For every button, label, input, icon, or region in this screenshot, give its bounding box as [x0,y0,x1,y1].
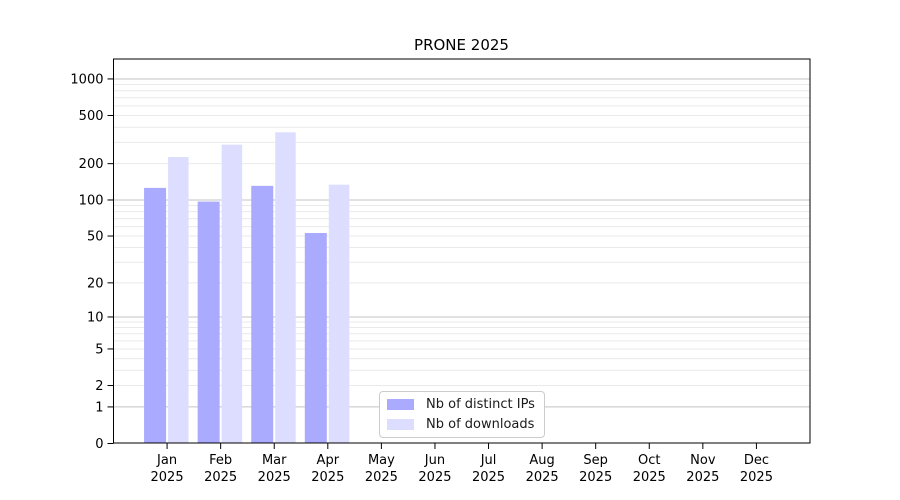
x-tick-label-month: Jun [424,453,445,468]
bar-downloads-apr [328,184,350,444]
legend-swatch-downloads [387,419,414,430]
plot-border [113,58,811,444]
x-tick-label-month: Feb [209,453,232,468]
legend: Nb of distinct IPs Nb of downloads [379,391,545,438]
x-tick-label-month: Dec [744,453,769,468]
bar-distinct-ips-mar [251,185,274,443]
legend-label-downloads: Nb of downloads [426,417,535,432]
x-tick-label-year: 2025 [258,470,291,485]
bar-downloads-mar [275,132,296,444]
y-tick-label: 10 [87,310,104,325]
x-tick-label-year: 2025 [686,470,719,485]
chart-title: PRONE 2025 [414,36,509,54]
y-tick-label: 1 [95,400,103,415]
y-tick-label: 200 [79,157,104,172]
y-tick-label: 5 [95,342,103,357]
bar-distinct-ips-apr [304,233,327,443]
x-tick-label-month: Oct [638,453,660,468]
x-tick-label-year: 2025 [418,470,451,485]
x-tick-label-year: 2025 [151,470,184,485]
legend-swatch-distinct-ips [387,399,414,410]
legend-item-distinct-ips: Nb of distinct IPs [387,397,544,412]
x-tick-label-year: 2025 [204,470,237,485]
bar-downloads-feb [221,144,243,443]
y-tick-label: 0 [95,437,103,452]
bar-downloads-jan [168,157,189,443]
y-tick-label: 50 [87,230,104,245]
x-tick-label-year: 2025 [365,470,398,485]
y-tick-label: 20 [87,276,104,291]
bar-distinct-ips-feb [197,201,220,443]
x-tick-label-year: 2025 [472,470,505,485]
x-tick-label-month: Nov [690,453,716,468]
legend-item-downloads: Nb of downloads [387,417,544,432]
x-tick-label-month: Sep [583,453,608,468]
bar-distinct-ips-jan [144,187,167,443]
x-tick-label-year: 2025 [740,470,773,485]
x-tick-label-year: 2025 [633,470,666,485]
x-tick-label-month: Aug [529,453,554,468]
y-tick-label: 500 [79,109,104,124]
y-tick-label: 100 [79,193,104,208]
x-tick-label-year: 2025 [579,470,612,485]
x-tick-label-year: 2025 [526,470,559,485]
x-tick-label-month: Apr [317,453,340,468]
y-tick-label: 1000 [70,72,103,87]
x-tick-label-month: Mar [262,453,287,468]
y-tick-label: 2 [95,379,103,394]
x-tick-label-month: May [368,453,395,468]
x-tick-label-month: Jan [156,453,177,468]
legend-label-distinct-ips: Nb of distinct IPs [426,397,535,412]
x-tick-label-month: Jul [480,453,497,468]
x-tick-label-year: 2025 [311,470,344,485]
